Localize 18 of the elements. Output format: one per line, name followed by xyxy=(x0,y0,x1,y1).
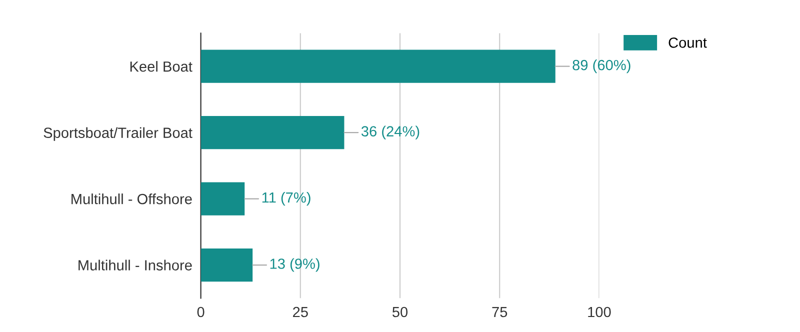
bar xyxy=(200,116,344,150)
x-tick-label: 100 xyxy=(588,306,611,318)
bar xyxy=(200,182,245,216)
bar xyxy=(200,248,253,282)
x-tick-label: 25 xyxy=(293,306,308,318)
x-tick-label: 50 xyxy=(392,306,408,318)
data-label: 89 (60%) xyxy=(572,60,630,74)
data-label: 36 (24%) xyxy=(361,126,420,140)
y-tick-label: Keel Boat xyxy=(130,61,192,72)
y-tick-label: Sportsboat/Trailer Boat xyxy=(44,127,192,141)
y-tick-label: Multihull - Offshore xyxy=(72,194,192,204)
x-tick-label: 75 xyxy=(492,307,508,318)
bar xyxy=(200,50,556,83)
data-label: 11 (7%) xyxy=(262,192,310,206)
legend-label: Count xyxy=(668,38,707,48)
x-tick-label: 0 xyxy=(197,306,204,318)
data-label: 13 (9%) xyxy=(270,258,320,272)
y-tick-label: Multihull - Inshore xyxy=(78,260,192,270)
